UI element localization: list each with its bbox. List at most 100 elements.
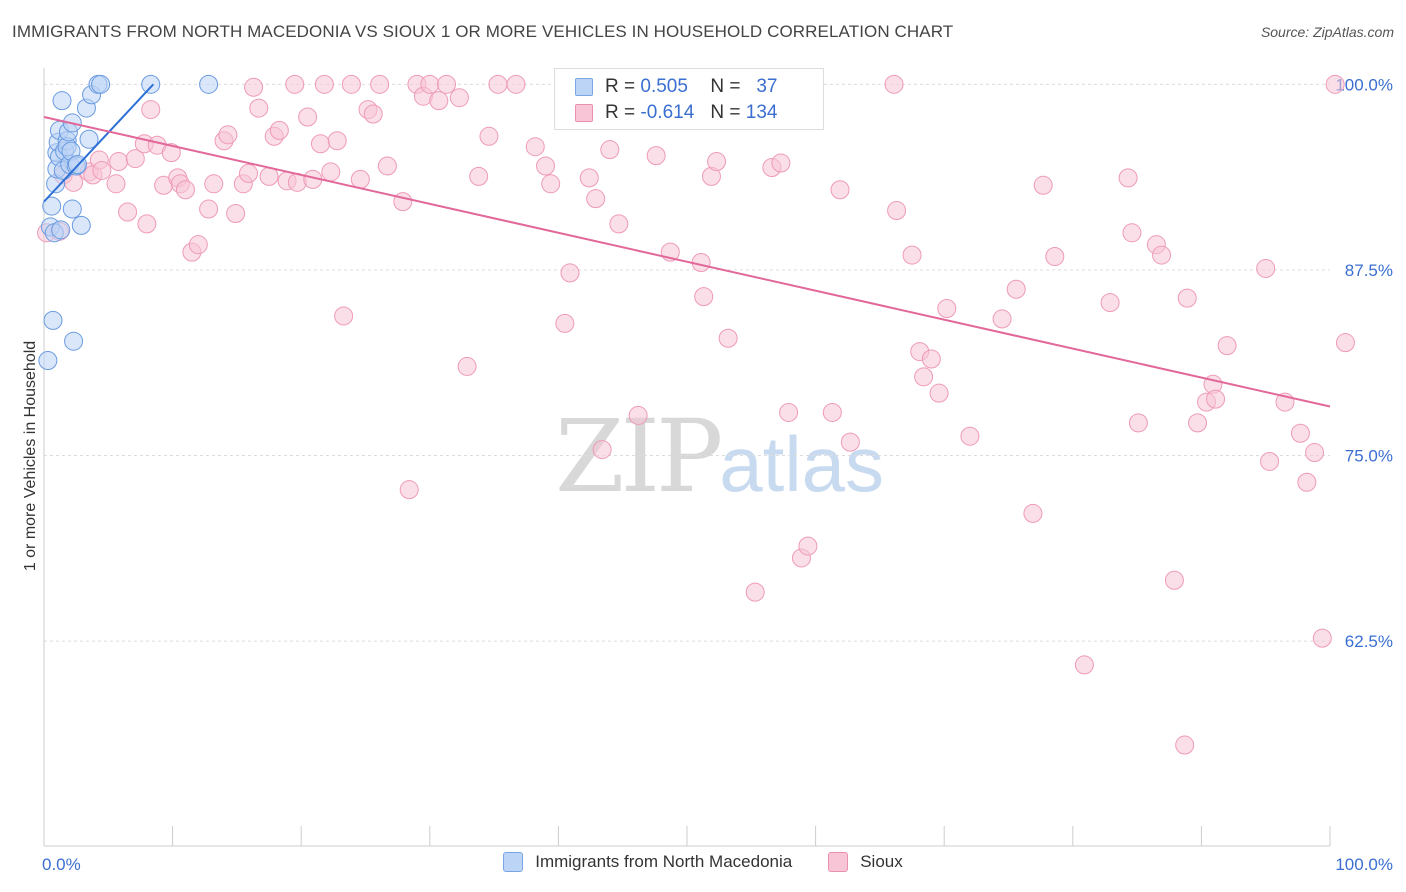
- data-point-sioux: [363, 104, 383, 124]
- stats-n-value: 37: [756, 76, 778, 97]
- data-point-sioux: [1256, 258, 1276, 278]
- data-point-sioux: [960, 426, 980, 446]
- data-point-sioux: [1023, 503, 1043, 523]
- data-point-sioux: [106, 174, 126, 194]
- data-point-sioux: [1100, 293, 1120, 313]
- data-point-sioux: [199, 199, 219, 219]
- data-point-sioux: [1045, 247, 1065, 267]
- data-point-sioux: [218, 125, 238, 145]
- source-label: Source: ZipAtlas.com: [1260, 24, 1394, 40]
- data-point-sioux: [1325, 74, 1345, 94]
- data-point-sioux: [771, 153, 791, 173]
- data-point-sioux: [238, 163, 258, 183]
- stats-n-value: 134: [745, 102, 778, 123]
- data-point-sioux: [393, 192, 413, 212]
- trend-line-sioux: [43, 116, 1331, 408]
- y-tick-label: 75.0%: [1345, 447, 1393, 466]
- data-point-sioux: [579, 168, 599, 188]
- data-point-sioux: [830, 180, 850, 200]
- legend: Immigrants from North Macedonia Sioux: [0, 852, 1406, 872]
- stats-swatch-blue: [575, 78, 593, 96]
- stats-r-value: 0.505: [640, 76, 688, 97]
- data-point-sioux: [429, 91, 449, 111]
- data-point-sioux: [525, 137, 545, 157]
- data-point-sioux: [798, 536, 818, 556]
- data-point-sioux: [1122, 223, 1142, 243]
- data-point-sioux: [269, 120, 289, 140]
- data-point-sioux: [137, 214, 157, 234]
- data-point-north-macedonia: [141, 74, 161, 94]
- data-point-sioux: [1033, 175, 1053, 195]
- data-point-sioux: [884, 74, 904, 94]
- data-point-sioux: [1006, 279, 1026, 299]
- stats-r-value: -0.614: [640, 102, 695, 123]
- data-point-sioux: [1260, 451, 1280, 471]
- data-point-sioux: [1164, 570, 1184, 590]
- data-point-sioux: [377, 156, 397, 176]
- data-point-sioux: [420, 74, 440, 94]
- legend-swatch-pink: [828, 852, 849, 872]
- data-point-sioux: [1074, 655, 1094, 675]
- data-point-sioux: [479, 126, 499, 146]
- data-point-sioux: [1175, 735, 1195, 755]
- data-point-sioux: [1290, 423, 1310, 443]
- data-point-sioux: [1188, 413, 1208, 433]
- data-point-sioux: [488, 74, 508, 94]
- data-point-north-macedonia: [71, 215, 91, 235]
- data-point-sioux: [646, 146, 666, 166]
- data-point-sioux: [745, 582, 765, 602]
- data-point-sioux: [118, 202, 138, 222]
- data-point-sioux: [310, 134, 330, 154]
- data-point-sioux: [1118, 168, 1138, 188]
- data-point-sioux: [1305, 443, 1325, 463]
- data-point-sioux: [840, 432, 860, 452]
- data-point-sioux: [707, 152, 727, 172]
- data-point-sioux: [399, 480, 419, 500]
- data-point-sioux: [226, 204, 246, 224]
- data-point-sioux: [628, 405, 648, 425]
- data-point-sioux: [600, 140, 620, 160]
- data-point-north-macedonia: [52, 91, 72, 111]
- data-point-sioux: [560, 263, 580, 283]
- data-point-sioux: [779, 402, 799, 422]
- trend-line-north-macedonia: [43, 83, 155, 203]
- data-point-sioux: [327, 131, 347, 151]
- legend-item-north-macedonia[interactable]: Immigrants from North Macedonia: [503, 852, 792, 872]
- data-point-sioux: [188, 235, 208, 255]
- data-point-sioux: [469, 166, 489, 186]
- data-point-sioux: [141, 100, 161, 120]
- data-point-north-macedonia: [38, 350, 58, 370]
- data-point-sioux: [321, 162, 341, 182]
- data-point-north-macedonia: [64, 331, 84, 351]
- data-point-north-macedonia: [51, 220, 71, 240]
- data-point-sioux: [586, 189, 606, 209]
- data-point-sioux: [592, 440, 612, 460]
- y-tick-label: 100.0%: [1335, 75, 1393, 94]
- data-point-sioux: [370, 74, 390, 94]
- data-point-north-macedonia: [199, 74, 219, 94]
- stats-box: R = 0.505 N = 37 R = -0.614 N = 134: [554, 68, 824, 130]
- data-point-sioux: [314, 74, 334, 94]
- data-point-sioux: [109, 152, 129, 172]
- data-point-sioux: [1335, 333, 1355, 353]
- stats-row-blue: R = 0.505 N = 37: [575, 74, 777, 100]
- chart-title: IMMIGRANTS FROM NORTH MACEDONIA VS SIOUX…: [12, 22, 954, 41]
- data-point-sioux: [541, 174, 561, 194]
- data-point-sioux: [204, 174, 224, 194]
- data-point-sioux: [175, 180, 195, 200]
- data-point-sioux: [1217, 336, 1237, 356]
- data-point-sioux: [244, 77, 264, 97]
- data-point-sioux: [536, 156, 556, 176]
- data-point-sioux: [609, 214, 629, 234]
- data-point-sioux: [929, 383, 949, 403]
- legend-swatch-blue: [503, 852, 524, 872]
- data-point-sioux: [334, 306, 354, 326]
- data-point-sioux: [718, 328, 738, 348]
- data-point-sioux: [449, 88, 469, 108]
- data-point-sioux: [1206, 389, 1226, 409]
- data-point-sioux: [555, 313, 575, 333]
- data-point-sioux: [350, 169, 370, 189]
- stats-n-label: N =: [710, 76, 741, 97]
- legend-item-sioux[interactable]: Sioux: [828, 852, 903, 872]
